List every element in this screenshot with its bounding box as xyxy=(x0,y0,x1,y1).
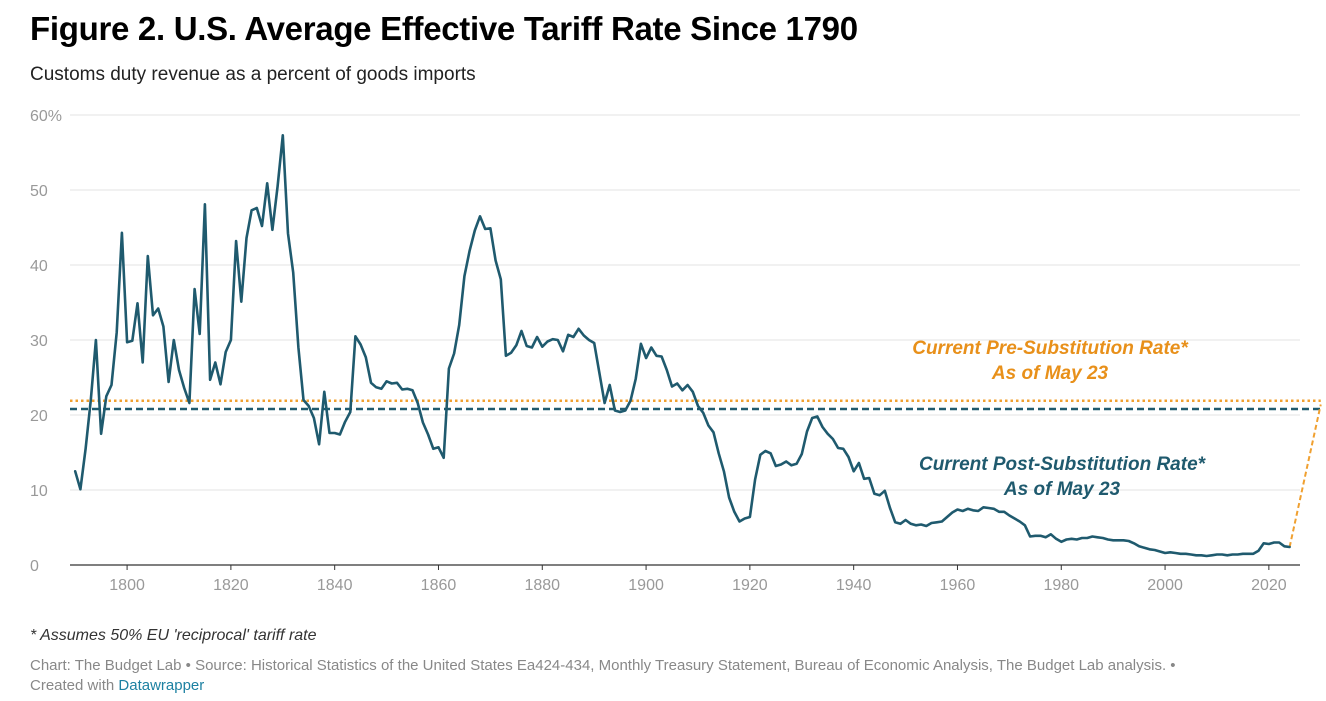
projection-connector xyxy=(1288,404,1322,548)
source-credit: Chart: The Budget Lab • Source: Historic… xyxy=(30,656,1300,696)
reference-lines xyxy=(70,399,1322,548)
pre-substitution-label: Current Pre-Substitution Rate* xyxy=(912,338,1189,359)
y-tick-label: 60% xyxy=(30,108,62,125)
x-tick-label: 2000 xyxy=(1147,577,1183,594)
y-tick-label: 30 xyxy=(30,333,48,350)
x-axis-ticks: 1800 1820 1840 1860 1880 1900 1920 1940 1960 1980… xyxy=(109,565,1287,594)
y-tick-label: 40 xyxy=(30,258,48,275)
gridlines xyxy=(70,114,1300,566)
post-substitution-sublabel: As of May 23 xyxy=(1003,479,1121,500)
x-tick-label: 1920 xyxy=(732,577,768,594)
x-tick-label: 2020 xyxy=(1251,577,1287,594)
datawrapper-link[interactable]: Datawrapper xyxy=(118,677,205,694)
x-tick-label: 1900 xyxy=(628,577,664,594)
y-tick-label: 10 xyxy=(30,483,48,500)
x-tick-label: 1980 xyxy=(1043,577,1079,594)
annotations: Current Pre-Substitution Rate* As of May… xyxy=(912,338,1206,500)
x-tick-label: 1820 xyxy=(213,577,249,594)
pre-substitution-sublabel: As of May 23 xyxy=(991,363,1109,384)
source-text: Chart: The Budget Lab • Source: Historic… xyxy=(30,657,1176,674)
tariff-rate-line xyxy=(73,134,1291,558)
chart-title: Figure 2. U.S. Average Effective Tariff … xyxy=(30,10,858,47)
y-axis-ticks: 0 10 20 30 40 50 60% xyxy=(30,108,62,575)
x-tick-label: 1940 xyxy=(836,577,872,594)
x-tick-label: 1860 xyxy=(421,577,457,594)
chart-subtitle: Customs duty revenue as a percent of goo… xyxy=(30,64,476,85)
x-tick-label: 1960 xyxy=(940,577,976,594)
y-tick-label: 20 xyxy=(30,408,48,425)
created-with-text: Created with xyxy=(30,677,115,694)
x-tick-label: 1880 xyxy=(524,577,560,594)
y-tick-label: 50 xyxy=(30,183,48,200)
x-tick-label: 1840 xyxy=(317,577,353,594)
post-substitution-label: Current Post-Substitution Rate* xyxy=(919,454,1207,475)
y-tick-label: 0 xyxy=(30,558,39,575)
x-tick-label: 1800 xyxy=(109,577,145,594)
footnote: * Assumes 50% EU 'reciprocal' tariff rat… xyxy=(30,627,317,644)
